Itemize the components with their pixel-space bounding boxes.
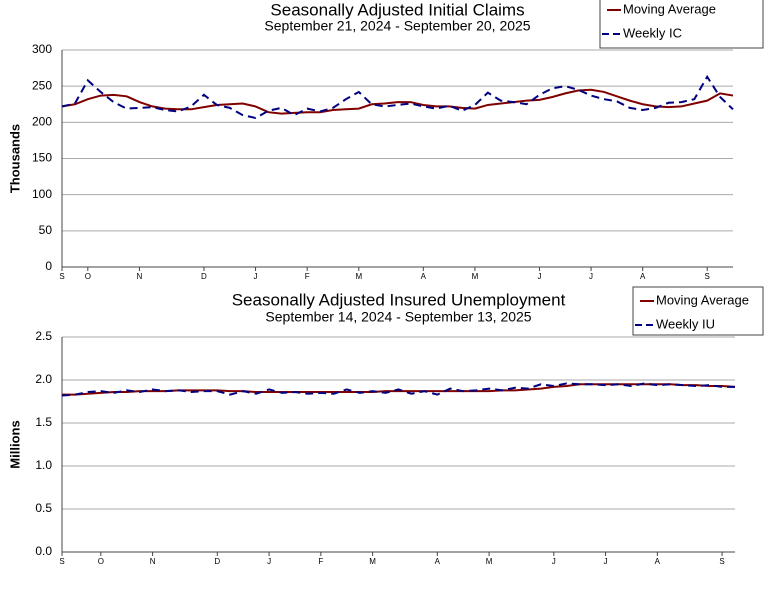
x-tick-label: M xyxy=(369,557,376,566)
x-tick-label: A xyxy=(421,272,427,281)
x-tick-label: S xyxy=(59,272,64,281)
chart-title: Seasonally Adjusted Initial Claims xyxy=(270,0,524,19)
x-tick-label: O xyxy=(85,272,91,281)
x-tick-label: F xyxy=(318,557,323,566)
y-tick-label: 100 xyxy=(32,187,52,201)
y-tick-label: 0.5 xyxy=(35,501,52,515)
x-tick-label: S xyxy=(705,272,710,281)
y-tick-label: 150 xyxy=(32,151,52,165)
legend-box xyxy=(599,0,764,49)
y-axis-label: Thousands xyxy=(7,124,22,193)
y-tick-label: 0.0 xyxy=(35,544,52,558)
y-tick-label: 0 xyxy=(45,259,52,273)
chart-subtitle: September 14, 2024 - September 13, 2025 xyxy=(265,309,531,325)
x-tick-label: S xyxy=(719,557,724,566)
legend-label: Moving Average xyxy=(656,292,749,307)
chart-subtitle: September 21, 2024 - September 20, 2025 xyxy=(264,18,530,34)
y-tick-label: 200 xyxy=(32,115,52,129)
x-tick-label: F xyxy=(305,272,310,281)
x-tick-label: J xyxy=(552,557,556,566)
x-tick-label: N xyxy=(137,272,143,281)
x-tick-label: M xyxy=(355,272,362,281)
data-line xyxy=(62,383,736,396)
data-line xyxy=(61,74,734,120)
x-tick-label: A xyxy=(435,557,441,566)
y-tick-label: 250 xyxy=(32,78,52,92)
y-tick-label: 300 xyxy=(32,42,52,56)
x-tick-label: S xyxy=(59,557,64,566)
y-tick-label: 2.0 xyxy=(35,372,52,386)
x-tick-label: J xyxy=(604,557,608,566)
x-tick-label: J xyxy=(537,272,541,281)
y-axis-label: Millions xyxy=(7,420,22,468)
chart-title: Seasonally Adjusted Insured Unemployment xyxy=(232,290,566,309)
y-tick-label: 1.0 xyxy=(35,458,52,472)
x-tick-label: M xyxy=(472,272,479,281)
legend-box xyxy=(632,286,764,336)
data-line xyxy=(61,382,735,397)
x-tick-label: J xyxy=(254,272,258,281)
x-tick-label: D xyxy=(214,557,220,566)
data-line xyxy=(61,88,734,115)
x-tick-label: A xyxy=(655,557,661,566)
legend-label: Weekly IC xyxy=(623,25,682,40)
x-tick-label: D xyxy=(201,272,207,281)
legend-label: Weekly IU xyxy=(656,316,715,331)
x-tick-label: M xyxy=(486,557,493,566)
y-tick-label: 2.5 xyxy=(35,329,52,343)
y-tick-label: 50 xyxy=(39,223,53,237)
legend-label: Moving Average xyxy=(623,1,716,16)
x-tick-label: J xyxy=(267,557,271,566)
x-tick-label: O xyxy=(98,557,104,566)
y-tick-label: 1.5 xyxy=(35,415,52,429)
x-tick-label: J xyxy=(589,272,593,281)
x-tick-label: N xyxy=(150,557,156,566)
x-tick-label: A xyxy=(640,272,646,281)
